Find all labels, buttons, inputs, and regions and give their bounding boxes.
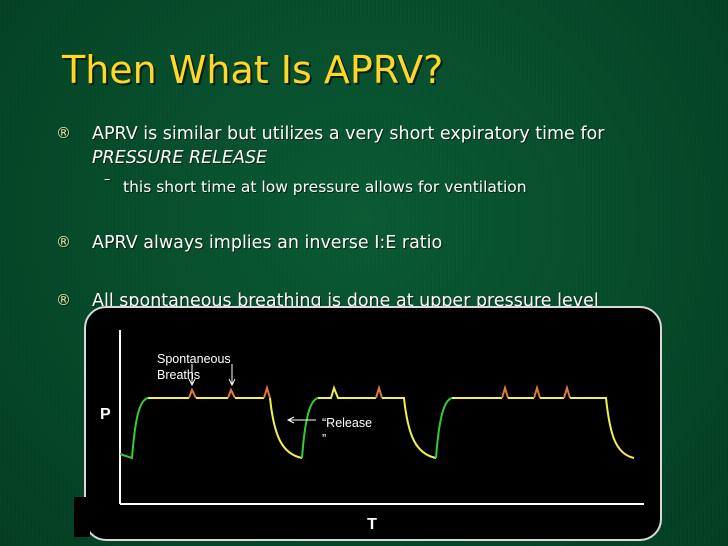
sub-bullet-marker: –	[104, 172, 111, 187]
release-decay	[269, 397, 303, 459]
pressure-time-figure: P Spontaneous Breaths “Release ”	[84, 306, 662, 541]
arrow-head	[228, 378, 236, 387]
spontaneous-breath	[501, 384, 509, 399]
slide-title: Then What Is APRV?	[62, 48, 444, 92]
bullet-marker: ®	[56, 291, 71, 309]
pressure-rise	[301, 397, 319, 459]
bullet-1-line-1: APRV is similar but utilizes a very shor…	[92, 124, 605, 144]
spontaneous-breath	[375, 384, 383, 399]
spontaneous-breath	[227, 387, 236, 399]
x-axis-label: T	[352, 512, 392, 538]
aprv-waveform-diagram	[119, 330, 644, 505]
spontaneous-breath	[263, 384, 271, 399]
arrow-head	[286, 416, 295, 424]
y-axis-label: P	[100, 406, 111, 423]
spontaneous-breath	[533, 384, 541, 399]
figure-corner-block	[74, 497, 90, 537]
release-decay	[570, 397, 635, 459]
pressure-rise	[435, 397, 453, 459]
arrow-head	[188, 378, 196, 387]
sub-bullet-text: this short time at low pressure allows f…	[123, 178, 527, 196]
spontaneous-label-line-2: Breaths	[157, 368, 201, 382]
release-decay	[382, 397, 437, 459]
bullet-1-line-2: PRESSURE RELEASE	[92, 148, 268, 168]
bullet-2-text: APRV always implies an inverse I:E ratio	[92, 233, 443, 253]
release-label-line-2: ”	[322, 432, 327, 446]
spontaneous-breath	[563, 384, 571, 399]
bullet-marker: ®	[56, 233, 71, 251]
pressure-rise	[119, 397, 149, 460]
bullet-marker: ®	[56, 124, 71, 142]
release-label-line-1: “Release	[322, 416, 373, 430]
spontaneous-label-line-1: Spontaneous	[157, 352, 231, 366]
spontaneous-breath	[188, 387, 197, 399]
high-pressure-plateau	[318, 384, 376, 399]
